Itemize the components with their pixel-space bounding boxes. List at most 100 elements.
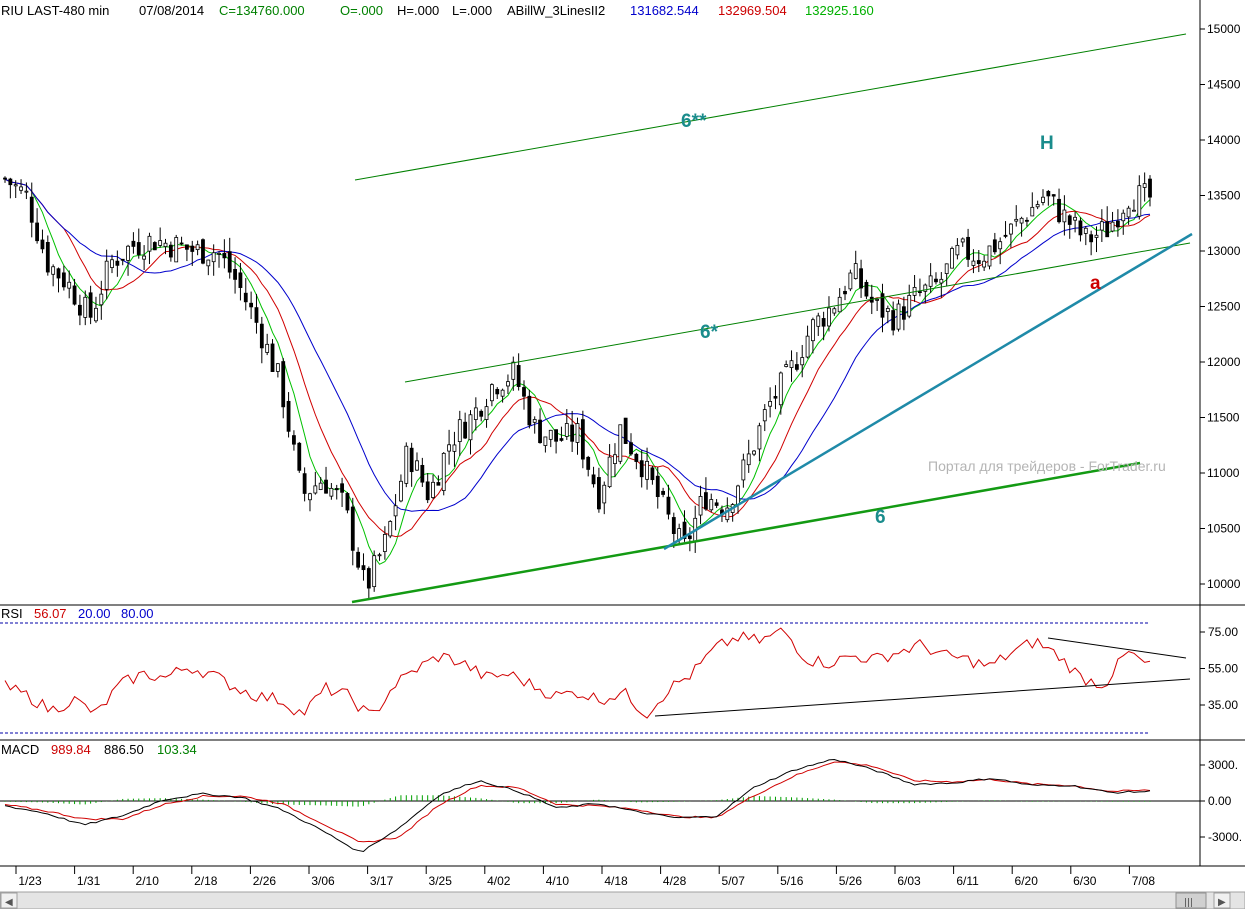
header-indicator-name: ABillW_3LinesII2: [507, 3, 605, 18]
date-tick-label: 7/08: [1132, 874, 1156, 888]
candle-body: [420, 464, 425, 483]
macd-line: [4, 758, 1151, 852]
candle-body: [217, 252, 221, 255]
candle-body: [110, 259, 114, 268]
candle-body: [934, 278, 938, 283]
candle-body: [939, 278, 944, 284]
candle-body: [334, 488, 339, 491]
date-tick-label: 4/18: [604, 874, 628, 888]
rsi-tick-label: 75.00: [1208, 625, 1238, 639]
date-tick-label: 3/06: [311, 874, 335, 888]
candle-body: [864, 281, 869, 297]
candle-body: [591, 474, 596, 485]
candle-body: [687, 535, 692, 539]
rsi-tick-label: 35.00: [1208, 698, 1238, 712]
candle-body: [249, 302, 254, 308]
scrollbar-thumb[interactable]: [1175, 892, 1207, 909]
header-ind-green: 132925.160: [805, 3, 874, 18]
candle-body: [3, 177, 7, 180]
scrollbar-left-button[interactable]: [0, 892, 18, 909]
header-line: RIU LAST-480 min 07/08/2014 C=134760.000…: [1, 3, 874, 18]
candle-body: [227, 251, 232, 273]
price-tick-label: 14000: [1207, 133, 1241, 147]
candle-body: [179, 242, 184, 245]
macd-value: 989.84: [51, 742, 91, 757]
price-tick-label: 14500: [1207, 78, 1241, 92]
candle-body: [1126, 207, 1131, 218]
date-axis: 1/23 1/31 2/10 2/18 2/26 3/06 3/17 3/25 4/02 4/10…: [15, 866, 1156, 888]
candle-body: [1089, 234, 1094, 243]
candle-body: [800, 357, 805, 366]
candle-body: [163, 242, 168, 247]
macd-tick-label: 3000.: [1208, 758, 1238, 772]
candle-body: [88, 292, 93, 318]
candle-body: [318, 482, 323, 490]
candle-body: [243, 292, 248, 303]
candle-body: [580, 419, 585, 460]
candle-body: [99, 293, 104, 306]
candle-body: [736, 485, 740, 505]
candle-body: [634, 453, 639, 462]
candle-body: [286, 400, 291, 432]
candle-body: [67, 281, 72, 289]
candle-body: [324, 479, 328, 494]
candle-body: [944, 263, 949, 274]
date-tick-label: 2/10: [136, 874, 160, 888]
candle-body: [1019, 217, 1024, 224]
candle-body: [639, 460, 644, 478]
candle-body: [1030, 206, 1035, 217]
candle-body: [190, 245, 195, 252]
candle-body: [233, 269, 237, 280]
candle-body: [586, 456, 591, 470]
rsi-lower-trendline: [654, 678, 1191, 717]
candle-body: [650, 467, 655, 481]
candle-body: [885, 308, 890, 312]
candle-body: [206, 259, 211, 267]
candle-body: [645, 460, 649, 480]
candle-body: [104, 260, 109, 290]
candle-body: [94, 307, 98, 322]
candle-body: [538, 419, 542, 444]
date-tick-label: 3/25: [429, 874, 453, 888]
candle-body: [238, 272, 243, 288]
candle-body: [682, 521, 687, 540]
scrollbar-track[interactable]: [0, 891, 1245, 909]
date-tick-label: 6/03: [897, 874, 921, 888]
candle-body: [265, 343, 270, 353]
candle-body: [1078, 220, 1083, 236]
price-tick-label: 10000: [1207, 577, 1241, 591]
candle-body: [794, 364, 799, 370]
candle-body: [506, 381, 510, 387]
candle-body: [115, 260, 120, 266]
teal-trendline: [663, 232, 1193, 551]
watermark: Портал для трейдеров - ForTrader.ru: [928, 458, 1166, 474]
candle-body: [1132, 209, 1136, 212]
candle-body: [211, 252, 216, 263]
date-tick-label: 5/16: [780, 874, 804, 888]
candle-body: [661, 490, 666, 495]
candle-body: [896, 303, 901, 330]
candle-body: [1051, 194, 1056, 197]
candle-body: [308, 493, 312, 501]
candle-body: [174, 237, 179, 263]
candle-body: [393, 505, 398, 517]
candle-body: [548, 429, 553, 440]
candle-body: [399, 480, 403, 502]
price-tick-label: 10500: [1207, 522, 1241, 536]
candle-body: [516, 365, 521, 387]
price-tick-label: 15000: [1207, 22, 1241, 36]
candle-body: [152, 242, 157, 251]
scrollbar-right-button[interactable]: [1213, 892, 1231, 909]
candle-body: [366, 568, 371, 589]
wave-label-a: a: [1090, 273, 1101, 294]
price-tick-label: 11500: [1207, 411, 1240, 425]
candle-body: [741, 459, 746, 481]
date-tick-label: 4/28: [663, 874, 687, 888]
candle-body: [13, 184, 18, 187]
candle-body: [463, 421, 468, 439]
rsi-tick-label: 55.00: [1208, 662, 1238, 676]
candle-body: [457, 419, 462, 443]
macd-signal-value: 886.50: [104, 742, 144, 757]
rsi-header: RSI 56.07 20.00 80.00: [1, 606, 154, 621]
candle-body: [597, 477, 601, 510]
